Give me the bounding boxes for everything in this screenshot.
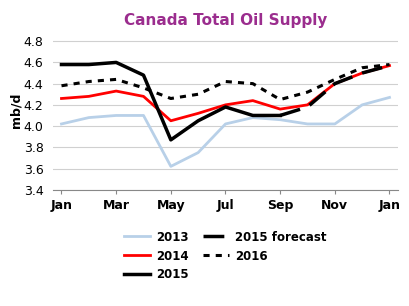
Y-axis label: mb/d: mb/d bbox=[9, 92, 22, 128]
Title: Canada Total Oil Supply: Canada Total Oil Supply bbox=[124, 13, 326, 28]
Legend: 2013, 2014, 2015, 2015 forecast, 2016: 2013, 2014, 2015, 2015 forecast, 2016 bbox=[124, 231, 326, 282]
